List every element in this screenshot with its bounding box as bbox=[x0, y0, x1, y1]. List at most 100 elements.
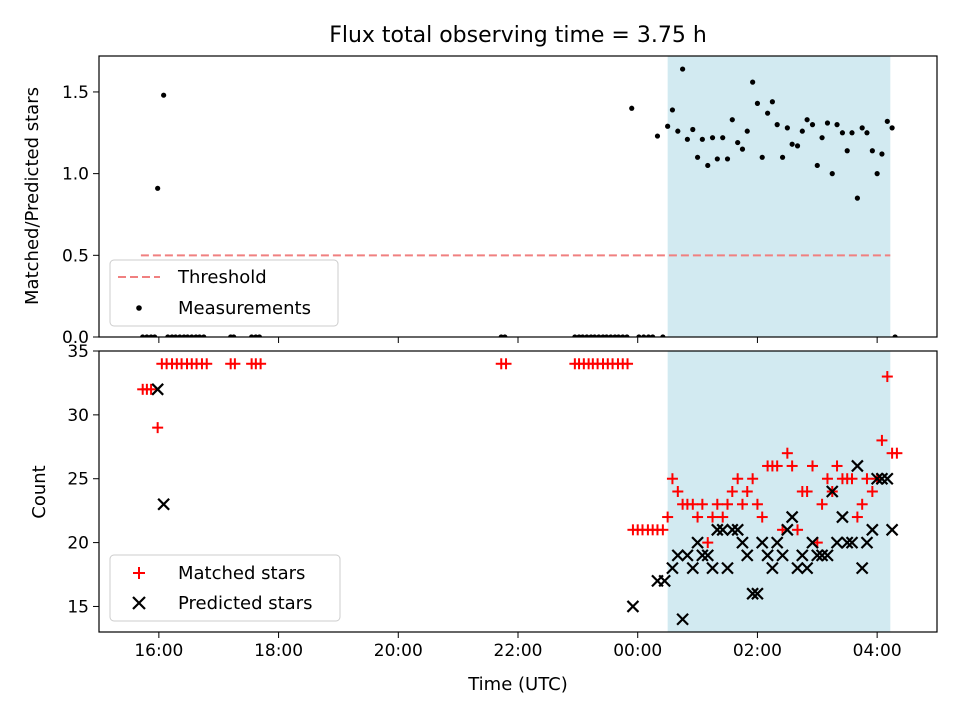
measurement-point bbox=[750, 79, 756, 85]
predicted-star-point bbox=[766, 561, 779, 575]
measurement-point bbox=[636, 334, 642, 337]
measurement-point bbox=[680, 66, 686, 72]
measurement-point bbox=[859, 125, 865, 131]
y-tick-label: 0.0 bbox=[62, 328, 89, 348]
legend-measurements-label: Measurements bbox=[178, 298, 311, 319]
matched-star-point bbox=[806, 460, 818, 472]
measurement-point bbox=[580, 334, 586, 337]
predicted-star-b bbox=[806, 536, 819, 549]
predicted-star-b bbox=[881, 472, 894, 486]
top-legend-box bbox=[109, 259, 339, 327]
measurement-point bbox=[584, 334, 590, 337]
predicted-star-b bbox=[676, 612, 689, 626]
predicted-star-point bbox=[706, 561, 719, 575]
predicted-star-point bbox=[825, 485, 839, 498]
legend-measurements-swatch bbox=[136, 305, 142, 311]
predicted-star-b bbox=[855, 561, 869, 575]
measurement-point bbox=[694, 154, 701, 160]
matched-star-point bbox=[736, 498, 748, 510]
predicted-star-b bbox=[681, 549, 694, 562]
matched-star-point bbox=[201, 358, 213, 370]
predicted-star-point bbox=[721, 561, 734, 575]
matched-star-point bbox=[255, 358, 267, 370]
y-tick-label: 35 bbox=[67, 342, 89, 362]
predicted-star-b bbox=[840, 536, 854, 549]
measurement-point bbox=[789, 141, 795, 147]
measurement-point bbox=[603, 334, 610, 337]
measurement-point bbox=[744, 128, 750, 134]
predicted-star-point bbox=[815, 549, 829, 562]
measurement-point bbox=[739, 146, 746, 152]
predicted-star-point bbox=[736, 536, 749, 549]
measurement-point bbox=[152, 334, 158, 337]
matched-star-point bbox=[786, 460, 798, 472]
predicted-star-b bbox=[860, 536, 874, 549]
measurement-point bbox=[165, 334, 171, 337]
matched-star-point bbox=[831, 460, 843, 472]
predicted-star-b bbox=[726, 523, 739, 537]
matched-star-point bbox=[732, 473, 744, 485]
measurement-point bbox=[754, 100, 761, 106]
x-tick-label: 18:00 bbox=[254, 641, 303, 661]
observing-window-shade bbox=[667, 351, 891, 632]
measurement-point bbox=[765, 110, 771, 116]
matched-star-point bbox=[851, 511, 863, 523]
measurement-point bbox=[665, 123, 671, 129]
predicted-star-b bbox=[845, 536, 859, 549]
matched-star-point bbox=[711, 498, 723, 510]
predicted-star-b bbox=[815, 549, 829, 562]
matched-star-point bbox=[662, 511, 674, 523]
predicted-star-b bbox=[776, 549, 789, 562]
measurement-point bbox=[675, 128, 681, 134]
measurement-point bbox=[629, 105, 635, 111]
predicted-star-b bbox=[701, 549, 715, 562]
matched-star-point bbox=[747, 473, 759, 485]
measurement-point bbox=[650, 334, 656, 337]
predicted-star-point bbox=[881, 472, 894, 486]
predicted-star-b bbox=[706, 561, 719, 575]
plot-area bbox=[140, 66, 898, 337]
measurement-point bbox=[140, 334, 146, 337]
matched-star-point bbox=[622, 358, 634, 370]
matched-star-point bbox=[722, 498, 733, 510]
measurement-point bbox=[809, 122, 816, 128]
measurement-point bbox=[819, 135, 825, 141]
matched-star-point bbox=[666, 473, 678, 485]
predicted-star-b bbox=[746, 587, 759, 600]
measurement-point bbox=[249, 334, 255, 337]
predicted-star-b bbox=[721, 561, 734, 575]
measurement-point bbox=[779, 154, 786, 160]
predicted-star-point bbox=[761, 549, 774, 562]
predicted-star-point bbox=[666, 561, 679, 575]
predicted-star-point bbox=[836, 510, 849, 524]
bottom-legend: Matched stars Predicted stars bbox=[109, 554, 341, 622]
measurement-point bbox=[699, 136, 705, 142]
predicted-star-point bbox=[885, 523, 899, 537]
predicted-star-b bbox=[825, 485, 839, 498]
measurement-point bbox=[620, 334, 626, 337]
measurement-point bbox=[804, 117, 810, 123]
y-tick-label: 25 bbox=[67, 470, 89, 490]
predicted-star-b bbox=[875, 472, 889, 486]
x-axis-label: Time (UTC) bbox=[467, 674, 568, 695]
matched-star-point bbox=[881, 371, 893, 383]
measurement-point bbox=[724, 156, 731, 162]
legend-predicted-swatch bbox=[132, 596, 146, 610]
predicted-star-point bbox=[726, 523, 739, 537]
y-tick-label: 15 bbox=[67, 597, 89, 617]
measurement-point bbox=[714, 156, 720, 162]
predicted-star-b bbox=[626, 600, 640, 613]
y-tick-label: 0.5 bbox=[62, 246, 89, 266]
top-ylabel: Matched/Predicted stars bbox=[22, 87, 43, 305]
measurement-point bbox=[769, 99, 775, 105]
matched-star-point bbox=[229, 358, 241, 370]
measurement-point bbox=[729, 117, 735, 123]
predicted-star-b bbox=[658, 574, 671, 588]
measurement-point bbox=[884, 118, 890, 124]
predicted-star-b bbox=[781, 523, 794, 537]
predicted-star-point bbox=[800, 561, 814, 575]
plot-area bbox=[137, 358, 903, 626]
measurement-point bbox=[155, 185, 161, 191]
predicted-star-b bbox=[791, 561, 804, 575]
